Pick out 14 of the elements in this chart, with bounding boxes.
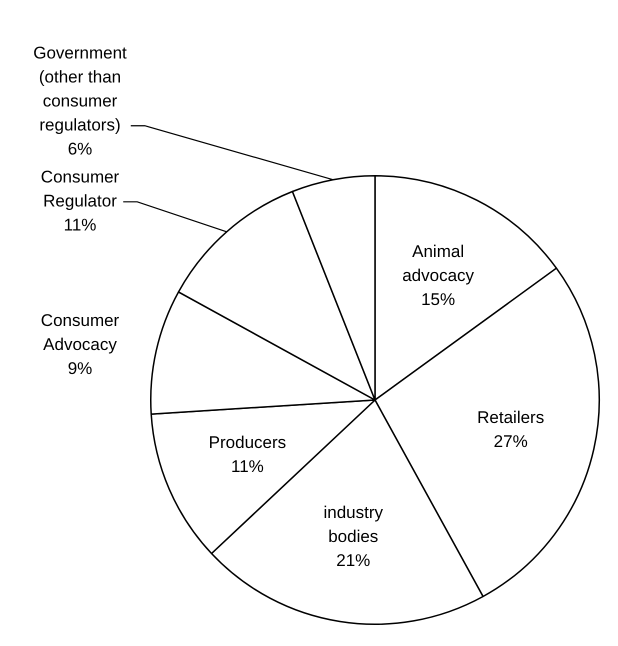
slice-label: Government (other than consumer regulators) [33,43,128,134]
slice-label: Producers [208,432,286,452]
slice-label: Animal advocacy [402,242,475,285]
data-label: 11% [231,456,264,476]
data-label: 21% [336,551,370,570]
slice-label: Retailers [477,408,544,428]
data-label: 9% [68,358,92,378]
data-label: 27% [494,432,528,452]
slice-label: Consumer Advocacy [40,310,120,354]
slice-label: industry bodies [323,503,384,546]
data-label: 11% [64,215,96,234]
slice-label: Consumer Regulator [40,167,120,210]
data-label: 15% [421,290,456,309]
data-label: 6% [68,139,92,158]
